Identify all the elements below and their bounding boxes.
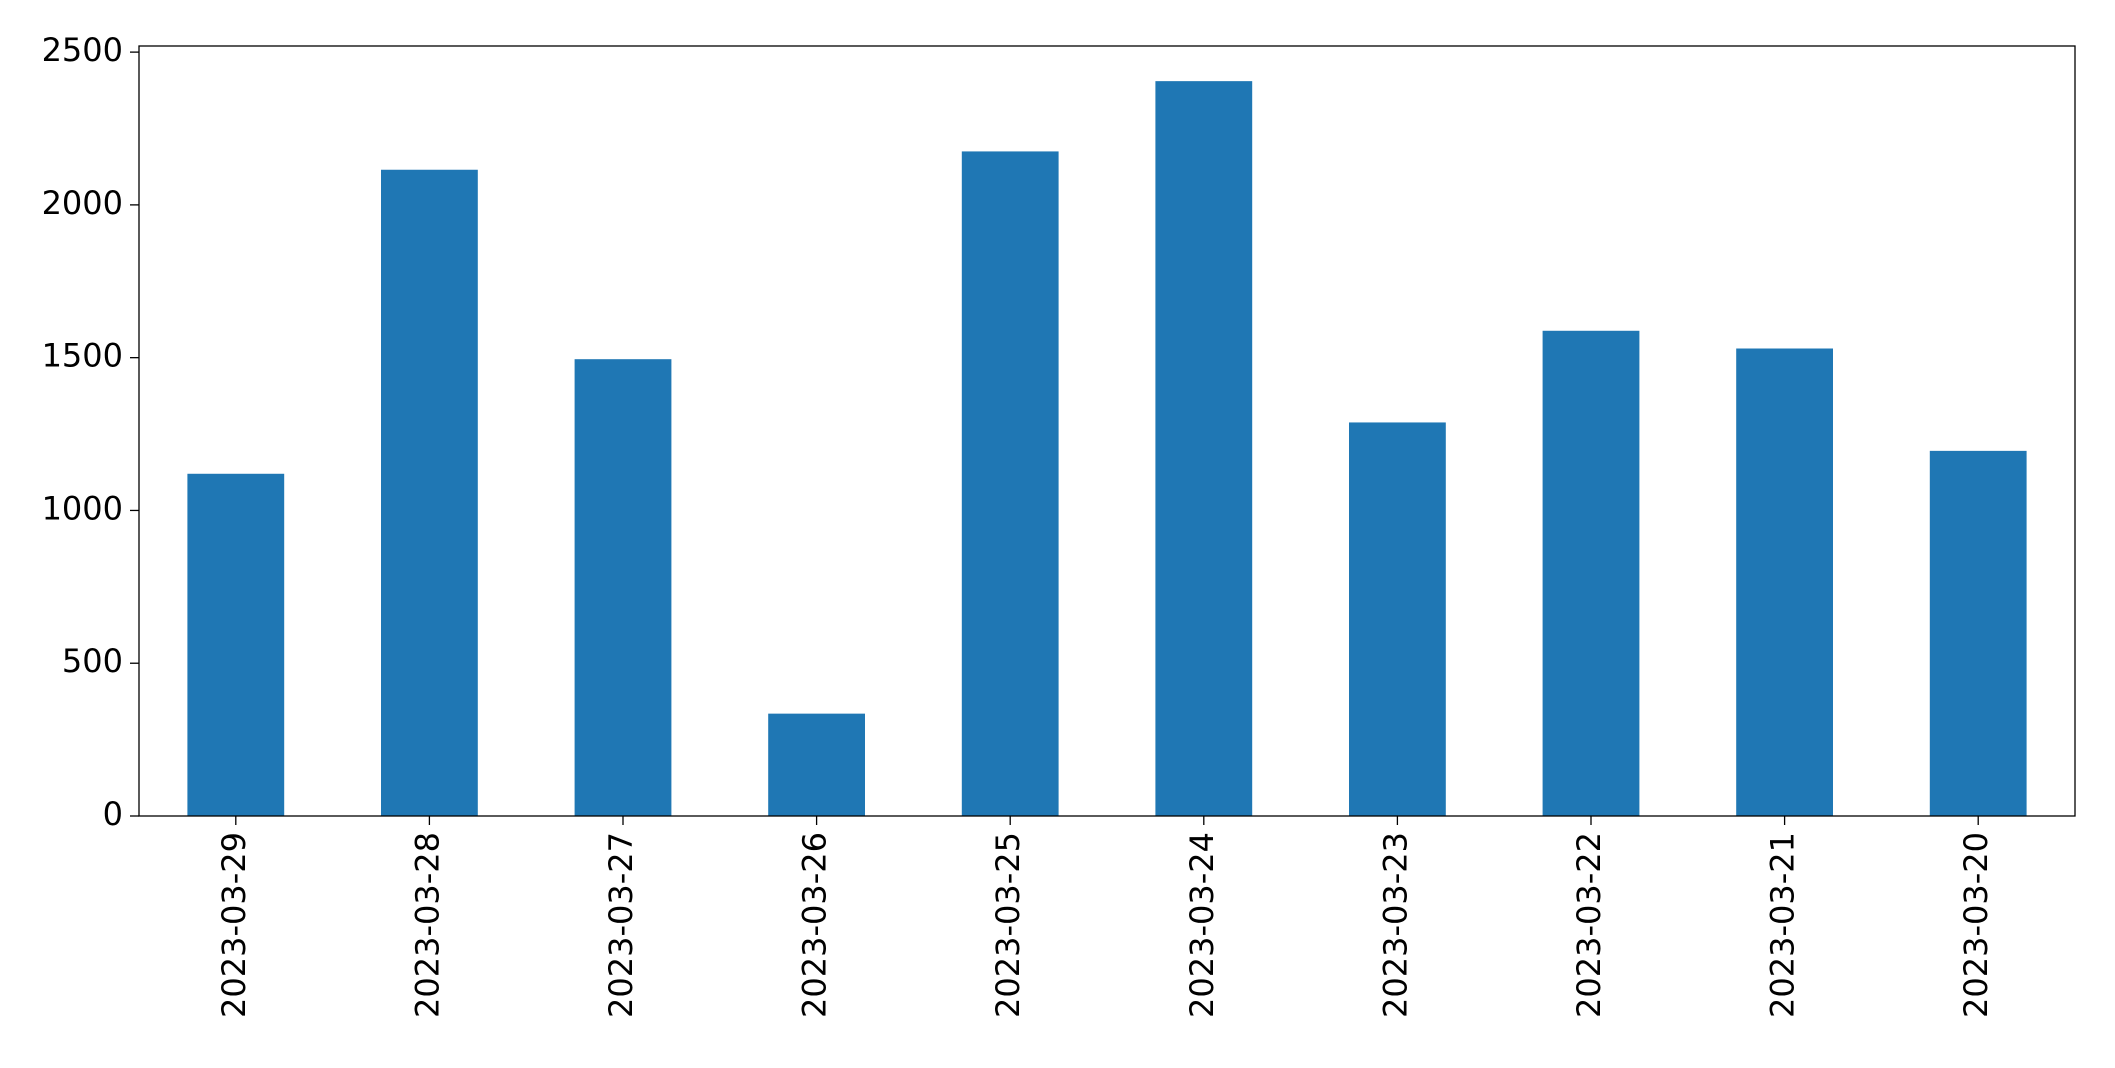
y-tick-label: 500: [62, 642, 123, 680]
bar: [1155, 81, 1253, 816]
y-tick-label: 1500: [42, 337, 123, 375]
bar: [1542, 330, 1640, 816]
y-tick-label: 2500: [42, 31, 123, 69]
x-tick-label: 2023-03-26: [796, 832, 834, 1018]
y-tick-label: 1000: [42, 489, 123, 527]
bar: [961, 151, 1059, 816]
bar: [1349, 422, 1446, 816]
bar: [574, 359, 672, 816]
plot-frame: [138, 45, 2076, 817]
x-tick-label: 2023-03-24: [1183, 832, 1221, 1018]
x-tick-label: 2023-03-21: [1764, 832, 1802, 1018]
bar: [187, 473, 285, 816]
bar: [768, 713, 865, 816]
x-tick-label: 2023-03-22: [1570, 832, 1608, 1018]
bar: [1736, 348, 1833, 816]
x-tick-label: 2023-03-28: [408, 832, 446, 1018]
bar: [381, 169, 478, 816]
x-tick-label: 2023-03-27: [602, 832, 640, 1018]
y-tick-label: 0: [103, 795, 123, 833]
x-tick-label: 2023-03-20: [1957, 832, 1995, 1018]
x-tick-label: 2023-03-29: [215, 832, 253, 1018]
y-tick-label: 2000: [42, 184, 123, 222]
bar: [1929, 450, 2027, 816]
x-tick-label: 2023-03-23: [1376, 832, 1414, 1018]
x-tick-label: 2023-03-25: [989, 832, 1027, 1018]
